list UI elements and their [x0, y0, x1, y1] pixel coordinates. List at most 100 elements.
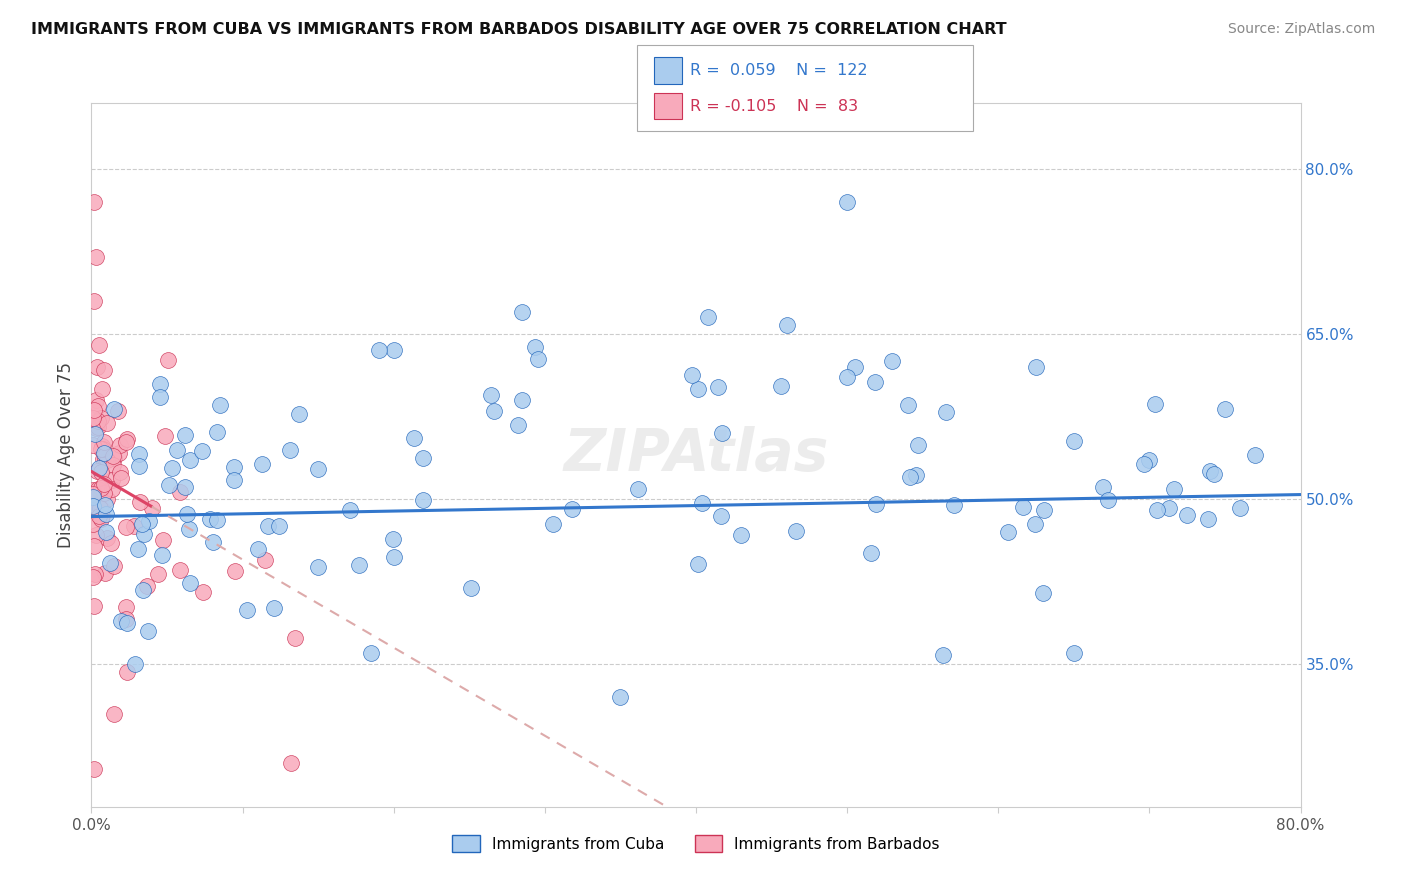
Point [209, 398, 232, 412]
Point [157, 478, 180, 492]
Point [86, 399, 108, 413]
Point [484, 404, 506, 418]
Point [1159, 500, 1181, 515]
Point [1012, 500, 1035, 515]
Point [561, 502, 583, 516]
Point [1024, 516, 1046, 531]
Point [367, 343, 389, 358]
Point [100, 482, 122, 496]
Point [87, 508, 110, 523]
Point [138, 514, 160, 528]
Point [263, 601, 285, 615]
Point [1229, 500, 1251, 515]
Point [103, 451, 125, 466]
Point [157, 353, 180, 368]
Point [84, 528, 107, 542]
Point [526, 351, 548, 366]
Point [83, 762, 105, 776]
Point [110, 471, 132, 485]
Point [609, 690, 631, 705]
Text: ZIPAtlas: ZIPAtlas [564, 426, 828, 483]
Point [174, 428, 197, 442]
Text: Source: ZipAtlas.com: Source: ZipAtlas.com [1227, 22, 1375, 37]
Point [202, 535, 225, 549]
Point [93, 445, 115, 459]
Point [307, 462, 329, 476]
Point [96, 453, 118, 467]
Point [688, 382, 710, 396]
Point [90, 482, 112, 496]
Point [191, 443, 214, 458]
Point [287, 407, 309, 421]
Point [101, 449, 124, 463]
Point [844, 359, 866, 374]
Point [707, 380, 730, 394]
Point [169, 484, 191, 499]
Point [837, 370, 859, 384]
Point [96, 416, 118, 430]
Point [1032, 503, 1054, 517]
Point [131, 516, 153, 531]
Point [149, 390, 172, 404]
Point [103, 559, 125, 574]
Point [93, 485, 115, 500]
Point [224, 473, 246, 487]
Point [91, 442, 114, 457]
Point [84, 426, 107, 441]
Point [93, 452, 115, 467]
Point [152, 533, 174, 547]
Point [131, 582, 153, 597]
Point [82, 438, 104, 452]
Point [1032, 586, 1054, 600]
Point [90, 442, 112, 456]
Point [86, 359, 108, 374]
Point [149, 377, 172, 392]
Point [710, 425, 733, 440]
Point [93, 477, 115, 491]
Point [1146, 502, 1168, 516]
Point [382, 549, 405, 564]
Point [932, 648, 955, 662]
Point [84, 250, 107, 264]
Point [460, 582, 482, 596]
Point [997, 525, 1019, 540]
Point [541, 517, 564, 532]
Point [280, 756, 302, 771]
Point [83, 566, 105, 581]
Point [681, 368, 703, 382]
Point [93, 435, 115, 450]
Point [179, 453, 201, 467]
Point [83, 194, 105, 209]
Point [173, 480, 195, 494]
Point [82, 487, 104, 501]
Text: IMMIGRANTS FROM CUBA VS IMMIGRANTS FROM BARBADOS DISABILITY AGE OVER 75 CORRELAT: IMMIGRANTS FROM CUBA VS IMMIGRANTS FROM … [31, 22, 1007, 37]
Point [128, 458, 150, 473]
Point [136, 578, 159, 592]
Point [280, 442, 302, 457]
Point [381, 533, 404, 547]
Point [510, 392, 533, 407]
Point [176, 507, 198, 521]
Point [84, 392, 107, 407]
Point [882, 354, 904, 368]
Point [87, 414, 110, 428]
Point [101, 458, 124, 473]
Point [117, 665, 139, 679]
Point [93, 362, 115, 376]
Point [110, 614, 132, 628]
Point [360, 646, 382, 660]
Point [284, 631, 307, 645]
Point [160, 461, 183, 475]
Point [835, 194, 858, 209]
Point [1244, 448, 1267, 462]
Point [1198, 465, 1220, 479]
Point [100, 536, 122, 550]
Point [1097, 492, 1119, 507]
Point [1197, 512, 1219, 526]
Point [627, 482, 650, 496]
Point [506, 417, 529, 432]
Point [115, 600, 138, 615]
Point [1139, 453, 1161, 467]
Point [87, 338, 110, 352]
Point [177, 522, 200, 536]
